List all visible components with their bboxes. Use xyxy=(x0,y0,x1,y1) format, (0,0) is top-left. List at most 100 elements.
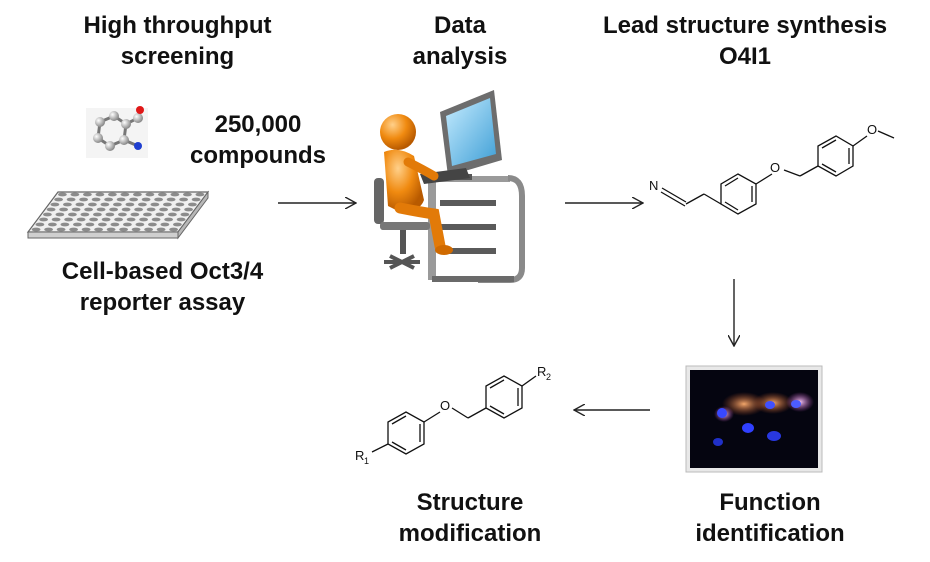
well-plate-icon xyxy=(26,190,210,240)
plate-well xyxy=(188,202,197,207)
ether-o-atom: O xyxy=(770,160,780,175)
plate-well xyxy=(173,222,182,227)
modified-structure: R 1 O R 2 xyxy=(355,364,551,466)
plate-well xyxy=(180,212,190,217)
step-title-synthesis: Lead structure synthesis O4I1 xyxy=(602,12,888,70)
plate-well xyxy=(110,222,120,227)
plate-well xyxy=(156,227,166,232)
plate-well xyxy=(71,207,81,212)
plate-well xyxy=(129,197,139,202)
plate-well xyxy=(81,227,91,232)
plate-well xyxy=(48,222,57,227)
plate-well xyxy=(134,207,144,212)
plate-well xyxy=(148,222,157,227)
plate-well xyxy=(55,212,65,217)
plate-well xyxy=(95,192,105,197)
plate-well xyxy=(179,197,189,202)
nitrile-n-atom: N xyxy=(649,178,658,193)
plate-well xyxy=(98,222,107,227)
mod-ether-o-atom: O xyxy=(440,398,450,413)
plate-well xyxy=(83,192,92,197)
plate-well xyxy=(76,217,86,222)
plate-well xyxy=(176,217,186,222)
plate-well xyxy=(73,222,82,227)
plate-well xyxy=(91,197,101,202)
plate-well xyxy=(159,207,169,212)
plate-well xyxy=(31,227,41,232)
plate-well xyxy=(150,202,160,207)
plate-well xyxy=(66,197,76,202)
plate-well xyxy=(63,202,72,207)
plate-well xyxy=(96,207,106,212)
plate-well xyxy=(93,212,102,217)
plate-well xyxy=(113,202,122,207)
plate-well xyxy=(119,227,128,232)
plate-well xyxy=(145,192,155,197)
plate-well xyxy=(146,207,156,212)
r1-subscript: 1 xyxy=(364,456,369,466)
plate-well xyxy=(43,212,52,217)
plate-well xyxy=(80,212,90,217)
plate-well xyxy=(104,197,113,202)
plate-well xyxy=(69,227,78,232)
plate-well xyxy=(101,217,111,222)
plate-well xyxy=(68,212,77,217)
plate-well xyxy=(163,202,172,207)
plate-well xyxy=(85,222,95,227)
plate-well xyxy=(75,202,85,207)
plate-well xyxy=(100,202,110,207)
plate-well xyxy=(109,207,118,212)
plate-well xyxy=(121,207,131,212)
plate-well xyxy=(175,202,185,207)
plate-well xyxy=(60,222,70,227)
plate-well xyxy=(166,197,176,202)
plate-well xyxy=(126,217,136,222)
plate-well xyxy=(158,192,167,197)
plate-well xyxy=(125,202,135,207)
person-at-computer-icon xyxy=(374,90,525,283)
step-title-analysis: Data analysis xyxy=(412,12,508,70)
plate-well xyxy=(139,217,149,222)
plate-well xyxy=(183,192,192,197)
plate-well xyxy=(88,202,97,207)
fluorescence-microscopy-image xyxy=(685,365,823,473)
r2-subscript: 2 xyxy=(546,372,551,382)
plate-well xyxy=(59,207,68,212)
plate-well xyxy=(108,192,117,197)
plate-well xyxy=(141,197,151,202)
plate-well xyxy=(116,197,126,202)
plate-well xyxy=(169,227,179,232)
plate-well xyxy=(79,197,88,202)
plate-well xyxy=(133,192,142,197)
plate-well xyxy=(130,212,140,217)
plate-well xyxy=(138,202,147,207)
plate-well xyxy=(184,207,194,212)
plate-well xyxy=(114,217,123,222)
plate-well xyxy=(51,217,61,222)
lead-structure-o4i1: N O O xyxy=(649,122,895,215)
plate-well xyxy=(135,222,145,227)
r2-label: R xyxy=(537,364,546,379)
step-title-modification: Structure modification xyxy=(398,489,542,547)
plate-well xyxy=(151,217,161,222)
methoxy-o-atom: O xyxy=(867,122,877,137)
plate-well xyxy=(170,192,180,197)
r1-label: R xyxy=(355,448,364,463)
plate-well xyxy=(131,227,141,232)
assay-label: Cell-based Oct3/4 reporter assay xyxy=(61,258,264,316)
plate-well xyxy=(39,217,48,222)
plate-well xyxy=(143,212,152,217)
plate-well xyxy=(46,207,56,212)
plate-well xyxy=(155,212,165,217)
plate-well xyxy=(58,192,67,197)
plate-well xyxy=(144,227,154,232)
plate-well xyxy=(171,207,181,212)
plate-well xyxy=(164,217,174,222)
plate-well xyxy=(191,197,201,202)
molecule-ball-model-icon xyxy=(86,106,148,158)
plate-well xyxy=(50,202,60,207)
plate-well xyxy=(118,212,127,217)
plate-well xyxy=(94,227,103,232)
plate-well xyxy=(105,212,115,217)
